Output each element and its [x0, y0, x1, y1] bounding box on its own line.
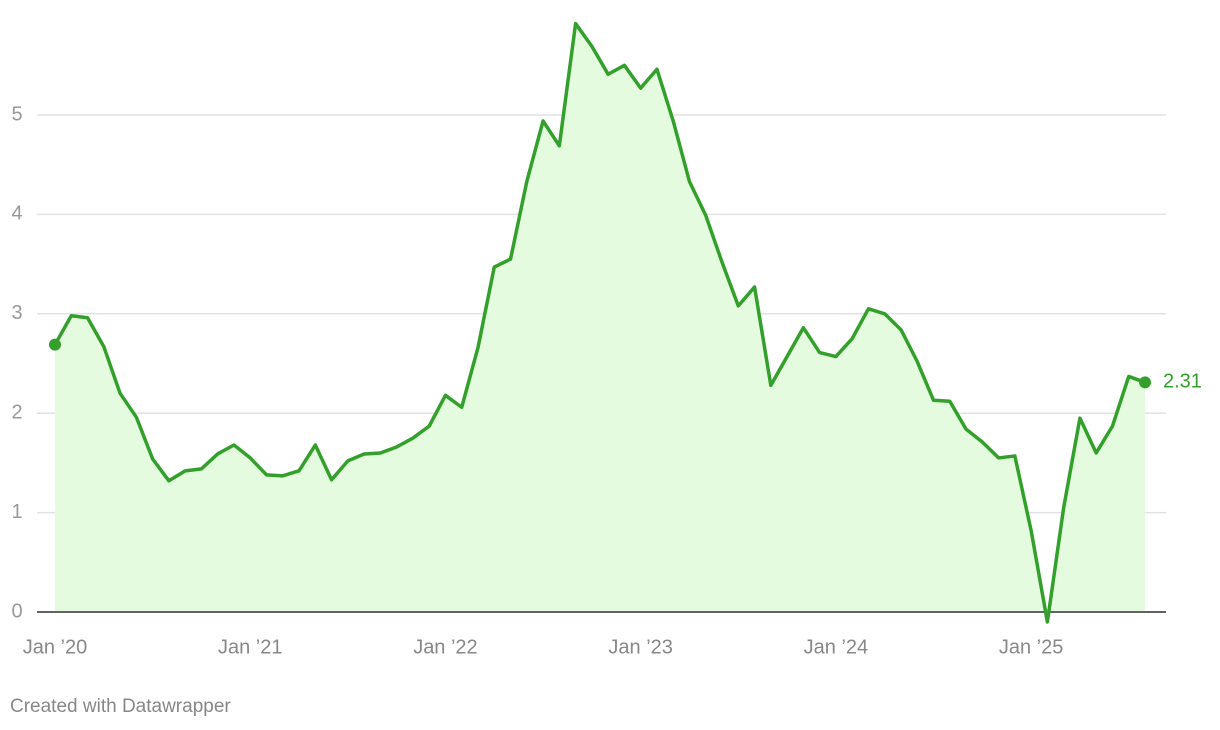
area — [55, 23, 1145, 622]
end-dot — [1139, 376, 1151, 389]
end-dot — [49, 338, 61, 351]
y-tick-label: 4 — [11, 203, 22, 225]
line — [53, 21, 1146, 624]
value-label: 2.31 — [1163, 371, 1202, 393]
y-tick-label: 3 — [11, 302, 22, 324]
x-tick-label: Jan ’21 — [218, 636, 283, 658]
footer: Created with Datawrapper — [10, 696, 231, 717]
x-tick-label: Jan ’22 — [413, 636, 478, 658]
x-tick-label: Jan ’23 — [608, 636, 673, 658]
x-tick-label: Jan ’20 — [23, 636, 88, 658]
y-tick-label: 2 — [11, 401, 22, 423]
y-tick-label: 5 — [11, 103, 22, 125]
y-tick-label: 0 — [11, 600, 22, 622]
x-tick-label: Jan ’24 — [804, 636, 869, 658]
x-tick-label: Jan ’25 — [999, 636, 1064, 658]
y-tick-label: 1 — [11, 501, 22, 523]
